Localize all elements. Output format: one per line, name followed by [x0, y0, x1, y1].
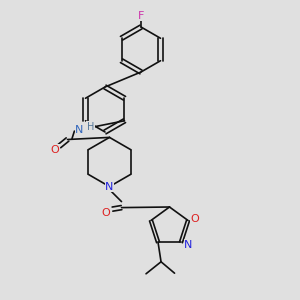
Text: O: O [190, 214, 199, 224]
Text: N: N [184, 240, 193, 250]
Text: O: O [101, 208, 110, 218]
Text: H: H [87, 122, 94, 132]
Text: F: F [138, 11, 144, 21]
Text: N: N [105, 182, 114, 192]
Text: O: O [50, 145, 59, 155]
Text: N: N [75, 124, 84, 135]
